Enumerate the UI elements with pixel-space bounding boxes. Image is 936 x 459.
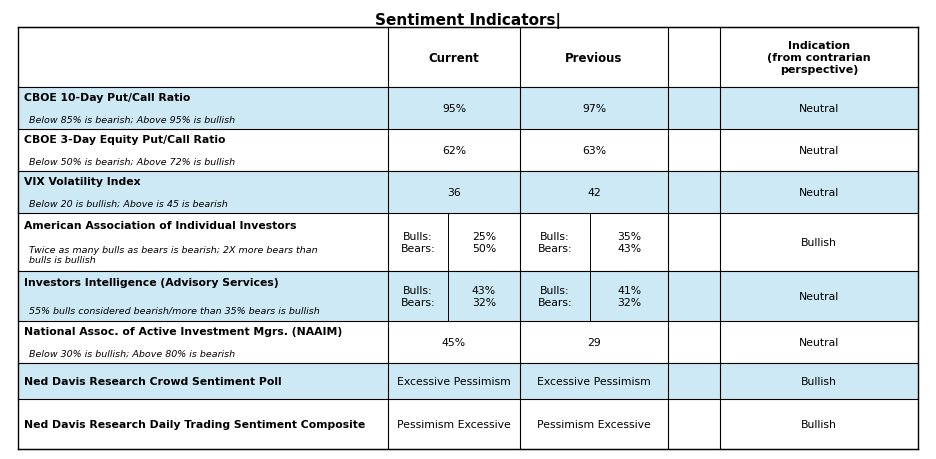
Text: 63%: 63% [582,146,607,156]
Text: 36: 36 [447,188,461,197]
Text: VIX Volatility Index: VIX Volatility Index [24,177,140,187]
Text: 35%
43%: 35% 43% [617,232,641,253]
Text: Pessimism Excessive: Pessimism Excessive [537,419,651,429]
Text: Investors Intelligence (Advisory Services): Investors Intelligence (Advisory Service… [24,277,279,287]
Text: American Association of Individual Investors: American Association of Individual Inves… [24,220,297,230]
Text: Current: Current [429,51,479,64]
Text: 43%
32%: 43% 32% [472,285,496,307]
Text: 41%
32%: 41% 32% [617,285,641,307]
Text: 97%: 97% [582,104,607,114]
Text: National Assoc. of Active Investment Mgrs. (NAAIM): National Assoc. of Active Investment Mgr… [24,326,343,336]
Text: Neutral: Neutral [798,291,840,302]
Text: CBOE 10-Day Put/Call Ratio: CBOE 10-Day Put/Call Ratio [24,93,190,103]
Text: Bulls:
Bears:: Bulls: Bears: [537,232,572,253]
Text: Bulls:
Bears:: Bulls: Bears: [401,232,435,253]
Text: Excessive Pessimism: Excessive Pessimism [397,376,511,386]
Text: 42: 42 [587,188,601,197]
Text: Previous: Previous [565,51,622,64]
Text: CBOE 3-Day Equity Put/Call Ratio: CBOE 3-Day Equity Put/Call Ratio [24,135,226,145]
Text: Bullish: Bullish [801,419,837,429]
Text: 55% bulls considered bearish/more than 35% bears is bullish: 55% bulls considered bearish/more than 3… [29,306,320,315]
Text: Below 30% is bullish; Above 80% is bearish: Below 30% is bullish; Above 80% is beari… [29,349,235,358]
Text: Bulls:
Bears:: Bulls: Bears: [401,285,435,307]
Text: 62%: 62% [442,146,466,156]
Text: Bullish: Bullish [801,237,837,247]
Text: Bullish: Bullish [801,376,837,386]
Text: Below 50% is bearish; Above 72% is bullish: Below 50% is bearish; Above 72% is bulli… [29,157,235,167]
Text: 29: 29 [587,337,601,347]
Text: 25%
50%: 25% 50% [472,232,496,253]
Text: 45%: 45% [442,337,466,347]
Text: Indication
(from contrarian
perspective): Indication (from contrarian perspective) [768,41,870,74]
Text: Neutral: Neutral [798,146,840,156]
Text: Below 20 is bullish; Above is 45 is bearish: Below 20 is bullish; Above is 45 is bear… [29,200,227,208]
Text: Pessimism Excessive: Pessimism Excessive [397,419,511,429]
Text: Sentiment Indicators|: Sentiment Indicators| [375,13,561,29]
Text: 95%: 95% [442,104,466,114]
Text: Twice as many bulls as bears is bearish; 2X more bears than
bulls is bullish: Twice as many bulls as bears is bearish;… [29,245,317,264]
Text: Ned Davis Research Daily Trading Sentiment Composite: Ned Davis Research Daily Trading Sentime… [24,419,365,429]
Text: Bulls:
Bears:: Bulls: Bears: [537,285,572,307]
Text: Ned Davis Research Crowd Sentiment Poll: Ned Davis Research Crowd Sentiment Poll [24,376,282,386]
Text: Neutral: Neutral [798,188,840,197]
Text: Neutral: Neutral [798,337,840,347]
Text: Excessive Pessimism: Excessive Pessimism [537,376,651,386]
Text: Neutral: Neutral [798,104,840,114]
Text: Below 85% is bearish; Above 95% is bullish: Below 85% is bearish; Above 95% is bulli… [29,116,235,125]
